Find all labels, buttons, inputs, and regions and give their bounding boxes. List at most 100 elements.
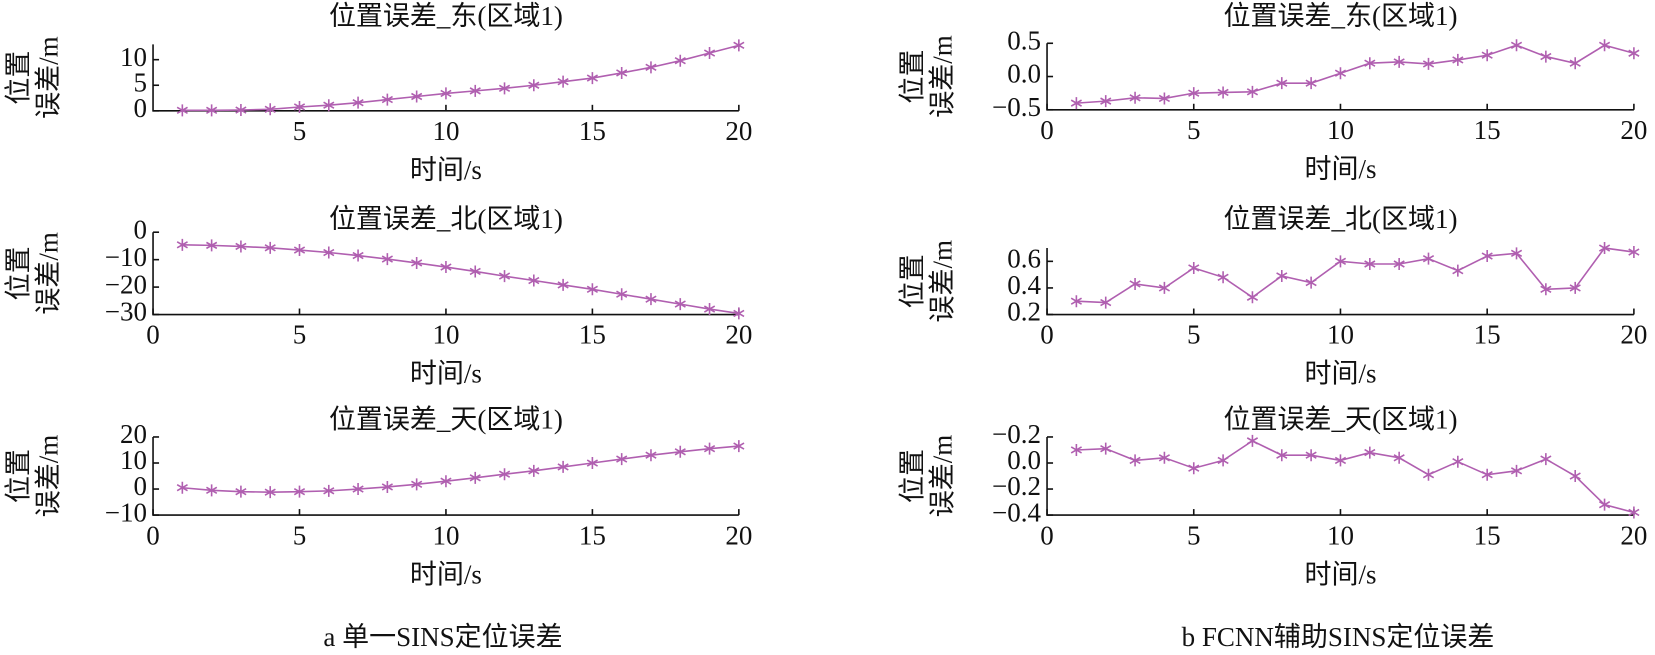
asterisk-marker: [1276, 77, 1288, 90]
data-line: [1076, 44, 1635, 104]
x-tick-label: 5: [1187, 520, 1201, 550]
asterisk-marker: [1129, 277, 1141, 290]
asterisk-marker: [1598, 242, 1611, 255]
x-tick-label: 0: [146, 320, 160, 350]
x-tick-label: 10: [432, 320, 459, 350]
x-tick-label: 5: [1187, 115, 1201, 145]
y-tick-label: 10: [120, 42, 147, 72]
asterisk-marker: [645, 61, 657, 74]
y-tick-label: −0.2: [992, 419, 1041, 449]
asterisk-marker: [1070, 97, 1082, 110]
asterisk-marker: [1540, 453, 1552, 466]
subplot-title: 位置误差_东(区域1): [1223, 1, 1457, 31]
asterisk-marker: [528, 274, 540, 287]
asterisk-marker: [1246, 85, 1259, 98]
axes: [1046, 436, 1634, 516]
asterisk-marker: [1393, 257, 1405, 270]
asterisk-marker: [469, 84, 481, 97]
y-tick-label: −0.2: [992, 471, 1041, 501]
asterisk-marker: [1628, 47, 1640, 60]
asterisk-marker: [1569, 281, 1581, 294]
asterisk-marker: [557, 460, 569, 473]
asterisk-marker: [557, 278, 569, 291]
asterisk-marker: [616, 66, 628, 79]
subplot-title: 位置误差_天(区域1): [329, 404, 563, 434]
asterisk-marker: [206, 484, 218, 497]
x-axis-label: 时间/s: [410, 359, 482, 389]
asterisk-marker: [1481, 468, 1493, 481]
y-tick-label: 0: [134, 471, 148, 501]
asterisk-marker: [1540, 283, 1552, 296]
subplot-title: 位置误差_北(区域1): [329, 204, 563, 234]
x-tick-label: 15: [1474, 320, 1501, 350]
subplot-title: 位置误差_东(区域1): [329, 1, 563, 31]
asterisk-marker: [1422, 252, 1435, 265]
asterisk-marker: [235, 104, 247, 117]
asterisk-marker: [1598, 39, 1611, 52]
x-tick-label: 20: [1620, 520, 1647, 550]
y-axis-label: 位置: [897, 50, 927, 104]
x-tick-label: 10: [432, 520, 459, 550]
x-tick-label: 15: [579, 320, 606, 350]
y-axis-label: 位置: [897, 449, 927, 503]
asterisk-marker: [1364, 57, 1376, 70]
asterisk-marker: [674, 298, 686, 311]
asterisk-marker: [1364, 446, 1376, 459]
asterisk-marker: [1334, 255, 1347, 268]
asterisk-marker: [1246, 434, 1259, 447]
x-tick-label: 15: [1474, 115, 1501, 145]
x-tick-label: 5: [293, 320, 307, 350]
y-axis-label: 位置: [897, 254, 927, 308]
asterisk-marker: [1364, 257, 1376, 270]
asterisk-marker: [733, 39, 745, 52]
asterisk-marker: [1070, 295, 1082, 308]
asterisk-marker: [645, 293, 657, 306]
asterisk-marker: [1158, 281, 1171, 294]
asterisk-marker: [498, 270, 511, 283]
asterisk-marker: [1598, 498, 1611, 511]
x-axis-label: 时间/s: [1304, 359, 1376, 389]
asterisk-marker: [1276, 269, 1288, 282]
asterisk-marker: [1422, 468, 1435, 481]
data-line: [1076, 439, 1635, 514]
asterisk-marker: [440, 261, 452, 274]
data-line: [182, 44, 740, 112]
asterisk-marker: [674, 445, 686, 458]
asterisk-marker: [1100, 296, 1112, 309]
y-tick-label: 0.6: [1007, 244, 1041, 274]
asterisk-marker: [1481, 250, 1493, 263]
asterisk-marker: [586, 72, 598, 85]
asterisk-marker: [1188, 87, 1200, 100]
asterisk-marker: [557, 75, 569, 88]
y-tick-label: 0.4: [1007, 270, 1041, 300]
asterisk-marker: [381, 480, 393, 493]
asterisk-marker: [293, 244, 306, 257]
asterisk-marker: [411, 90, 423, 103]
asterisk-marker: [469, 265, 481, 278]
asterisk-marker: [293, 100, 306, 113]
x-tick-label: 0: [1040, 115, 1054, 145]
asterisk-marker: [235, 240, 247, 253]
x-axis-label: 时间/s: [1304, 559, 1376, 589]
x-tick-label: 20: [1620, 320, 1647, 350]
asterisk-marker: [1217, 271, 1229, 284]
x-tick-label: 0: [1040, 320, 1054, 350]
asterisk-marker: [1217, 454, 1229, 467]
asterisk-marker: [1305, 276, 1317, 289]
axes: [152, 44, 739, 112]
asterisk-marker: [1422, 57, 1435, 70]
asterisk-marker: [1510, 39, 1523, 52]
asterisk-marker: [1129, 454, 1141, 467]
y-tick-label: 5: [134, 67, 148, 97]
asterisk-marker: [264, 486, 276, 499]
asterisk-marker: [264, 103, 276, 116]
x-tick-label: 5: [293, 520, 307, 550]
x-tick-label: 15: [1474, 520, 1501, 550]
asterisk-marker: [1217, 86, 1229, 99]
y-tick-label: −30: [105, 297, 147, 327]
x-tick-label: 5: [293, 116, 307, 146]
asterisk-marker: [1276, 449, 1288, 462]
asterisk-marker: [498, 468, 511, 481]
y-tick-label: 0.5: [1007, 25, 1041, 55]
